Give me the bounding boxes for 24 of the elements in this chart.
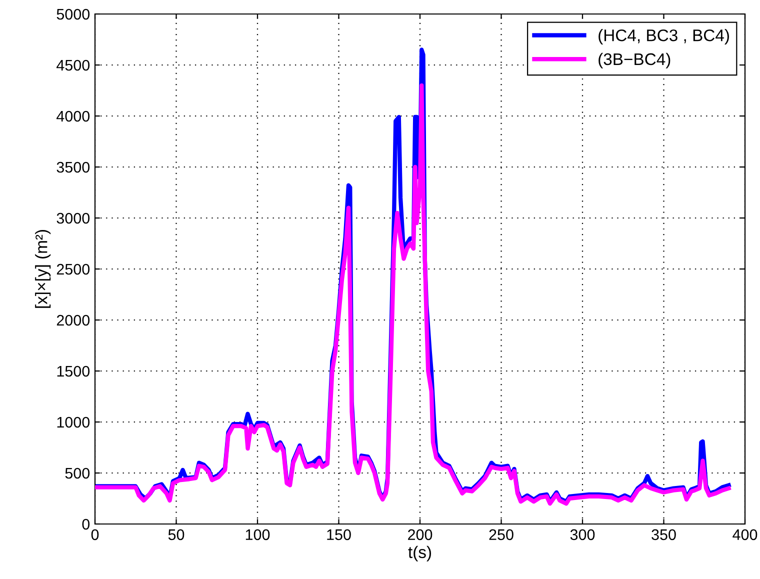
x-axis-title: t(s) (408, 546, 431, 562)
legend-label: (HC4, BC3 , BC4) (598, 29, 729, 45)
x-tick-label: 400 (732, 529, 758, 540)
y-tick-label: 5000 (56, 8, 90, 20)
x-tick-label: 200 (408, 529, 432, 540)
x-tick-label: 50 (168, 529, 184, 540)
x-tick-label: 0 (91, 529, 99, 540)
x-tick-label: 150 (327, 529, 351, 540)
legend-label: (3B−BC4) (598, 52, 670, 68)
y-tick-label: 4000 (56, 110, 90, 122)
x-tick-label: 350 (652, 529, 676, 540)
x-tick-label: 300 (570, 529, 595, 540)
y-tick-label: 500 (65, 468, 90, 479)
y-tick-label: 3000 (56, 212, 90, 224)
y-tick-label: 0 (82, 518, 90, 530)
y-tick-label: 1000 (57, 416, 90, 428)
x-tick-label: 250 (489, 529, 514, 540)
y-tick-label: 3500 (56, 162, 90, 173)
y-axis-title: [x]×[y] (m²) (35, 230, 51, 308)
y-tick-label: 4500 (56, 60, 90, 71)
y-tick-label: 1500 (57, 366, 90, 377)
y-tick-label: 2500 (56, 264, 90, 275)
x-tick-label: 100 (246, 529, 270, 540)
y-tick-label: 2000 (56, 314, 90, 326)
